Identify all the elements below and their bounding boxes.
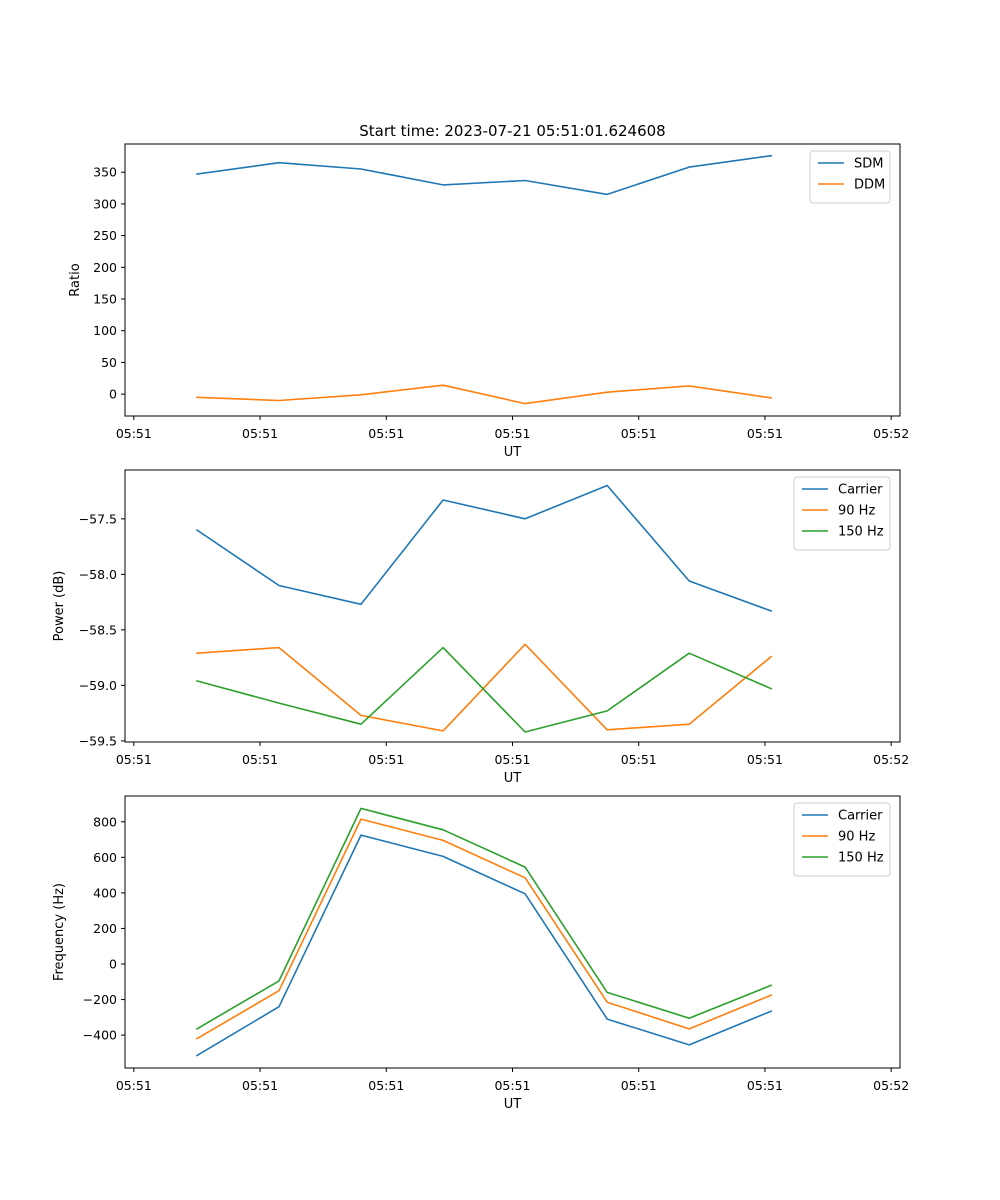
y-tick-label: 800 (93, 814, 117, 829)
x-tick-label: 05:51 (621, 426, 657, 441)
x-tick-label: 05:51 (242, 752, 278, 767)
x-tick-label: 05:51 (621, 752, 657, 767)
x-tick-label: 05:51 (621, 1078, 657, 1093)
legend-box (809, 150, 891, 204)
x-tick-label: 05:51 (494, 1078, 530, 1093)
y-tick-label: 350 (93, 165, 117, 180)
y-tick-label: 0 (109, 387, 117, 402)
series-line-90-hz (196, 818, 773, 1040)
x-tick-label: 05:51 (747, 752, 783, 767)
series-line-carrier (196, 484, 773, 612)
legend-label: 150 Hz (838, 851, 884, 866)
x-axis-label: UT (504, 771, 522, 786)
series-line-90-hz (196, 643, 773, 732)
series-line-ddm (196, 384, 773, 405)
y-tick-label: −400 (83, 1028, 117, 1043)
legend-label: 90 Hz (838, 504, 875, 519)
series-line-150-hz (196, 646, 773, 733)
x-tick-label: 05:51 (242, 426, 278, 441)
axes-frame (124, 795, 901, 1069)
y-tick-label: 300 (93, 196, 117, 211)
x-tick-label: 05:51 (747, 426, 783, 441)
x-tick-label: 05:51 (242, 1078, 278, 1093)
ratio-panel: 0 50 100 150 200 250 300 350 05:51 05:51 05:51 05:5… (68, 143, 909, 460)
axes-frame (124, 469, 901, 743)
legend-label: Carrier (838, 809, 883, 824)
y-axis-label: Frequency (Hz) (52, 883, 67, 981)
y-axis-label: Ratio (68, 263, 83, 296)
x-tick-label: 05:51 (368, 752, 404, 767)
legend-label: DDM (854, 178, 885, 193)
series-line-carrier (196, 834, 773, 1057)
legend-label: 150 Hz (838, 525, 884, 540)
axes-frame (124, 143, 901, 417)
x-tick-label: 05:51 (494, 752, 530, 767)
y-tick-label: 600 (93, 850, 117, 865)
x-tick-label: 05:51 (116, 1078, 152, 1093)
figure-title: Start time: 2023-07-21 05:51:01.624608 (359, 122, 665, 140)
y-tick-label: 100 (93, 323, 117, 338)
power-panel: −59.5 −59.0 −58.5 −58.0 −57.5 05:51 05:51 05:51… (52, 469, 909, 786)
y-tick-label: −57.5 (79, 511, 117, 526)
y-tick-label: 200 (93, 260, 117, 275)
y-tick-label: 150 (93, 292, 117, 307)
y-tick-label: 50 (101, 355, 117, 370)
legend-label: SDM (854, 157, 883, 172)
y-axis-label: Power (dB) (52, 571, 67, 642)
y-tick-label: 400 (93, 885, 117, 900)
x-tick-label: 05:52 (873, 426, 909, 441)
series-line-sdm (196, 154, 773, 196)
x-tick-label: 05:52 (873, 1078, 909, 1093)
x-tick-label: 05:51 (368, 426, 404, 441)
x-tick-label: 05:51 (494, 426, 530, 441)
x-axis-label: UT (504, 1097, 522, 1112)
legend-label: 90 Hz (838, 830, 875, 845)
y-tick-label: −59.5 (79, 733, 117, 748)
x-axis-label: UT (504, 445, 522, 460)
x-tick-label: 05:51 (368, 1078, 404, 1093)
series-line-150-hz (196, 807, 773, 1030)
x-tick-label: 05:51 (747, 1078, 783, 1093)
x-tick-label: 05:51 (116, 752, 152, 767)
y-tick-label: −200 (83, 992, 117, 1007)
y-tick-label: −58.0 (79, 567, 117, 582)
frequency-panel: −400 −200 0 200 400 600 800 05:51 05:51 05:51 05:5… (52, 795, 909, 1112)
x-tick-label: 05:52 (873, 752, 909, 767)
y-tick-label: 0 (109, 957, 117, 972)
y-tick-label: −58.5 (79, 622, 117, 637)
x-tick-label: 05:51 (116, 426, 152, 441)
y-tick-label: 250 (93, 228, 117, 243)
y-tick-label: −59.0 (79, 678, 117, 693)
legend-label: Carrier (838, 483, 883, 498)
y-tick-label: 200 (93, 921, 117, 936)
